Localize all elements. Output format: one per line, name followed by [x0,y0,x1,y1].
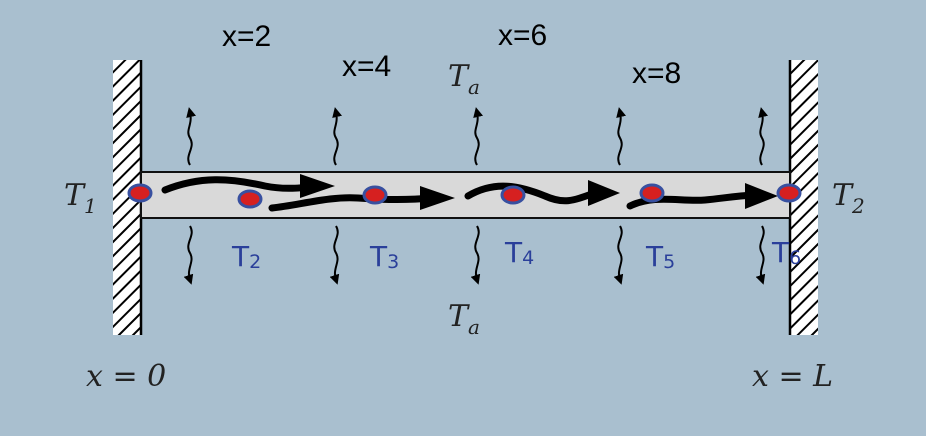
heat-flow-arrows [161,174,778,212]
node-2 [237,189,263,209]
left-position-label: x = 0 [86,359,166,394]
flow-arrow-head [300,174,335,198]
up-heat-arrow [332,107,342,166]
node-1 [127,183,153,203]
node-6 [776,183,802,203]
up-heat-arrow [186,107,196,166]
down-heat-arrow [755,225,766,285]
up-heat-arrow [758,107,768,166]
node-4 [500,185,526,205]
flow-arrow [268,194,436,212]
right-temp-label: T2 [832,178,865,218]
up-heat-arrow [473,107,483,166]
down-heat-arrow [613,225,624,285]
ambient-bottom-label: Ta [448,299,480,339]
label-x4: x=4 [342,50,391,83]
right-position-label: x = L [752,359,833,394]
nodes [127,183,802,209]
handwritten-T2: T2 [231,240,261,273]
down-heat-arrow [470,225,481,285]
up-heat-arrow [616,107,626,166]
convection-arrows [183,107,768,285]
handwritten-T6: T6 [771,236,801,269]
flow-arrow [464,182,601,205]
node-5 [639,183,665,203]
handwritten-T4: T4 [504,236,534,269]
label-x8: x=8 [632,57,681,90]
label-x6: x=6 [498,19,547,52]
node-3 [362,185,388,205]
handwritten-T5: T5 [645,240,675,273]
down-heat-arrow [329,225,340,285]
down-heat-arrow [183,225,194,285]
flow-arrow-head [420,186,455,210]
left-temp-label: T1 [64,178,97,218]
ambient-top-label: Ta [448,59,480,99]
flow-arrow-head [588,180,620,206]
handwritten-T3: T3 [369,240,399,273]
label-x2: x=2 [222,20,271,53]
flow-arrow-head [745,183,778,209]
